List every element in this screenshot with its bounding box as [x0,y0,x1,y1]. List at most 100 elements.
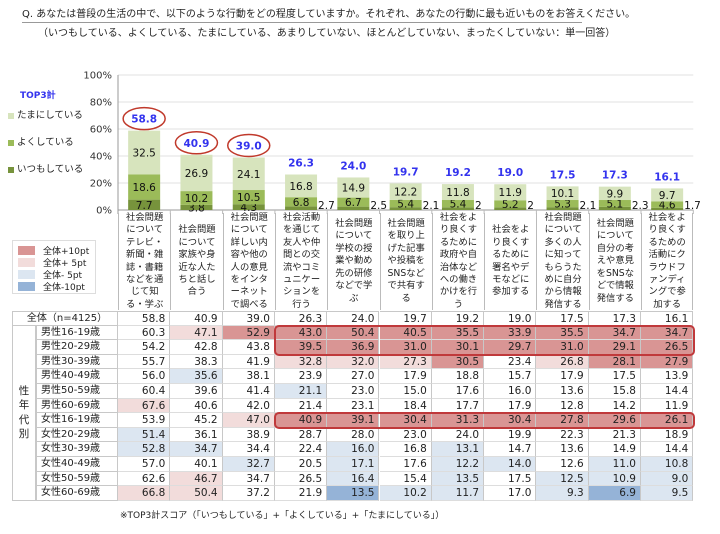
bar-segment-label: 5.2 [502,199,519,211]
category-label: 社会問題について多くの人に知ってもらうために自分から情報発信する [536,212,588,310]
value-cell: 23.9 [274,369,328,384]
bar-segment-label: 6.8 [293,197,310,209]
value-cell: 27.8 [536,413,589,428]
bar-segment-label: 3.8 [188,202,205,214]
bar-segment-label: 26.9 [185,168,208,180]
value-cell: 28.7 [274,427,328,443]
value-cell: 16.0 [484,384,537,399]
total-label: 17.3 [602,170,628,182]
bar-segment [128,174,161,200]
bar-segment-label: 4.6 [659,200,676,212]
value-cell: 13.6 [536,442,589,457]
bar-segment [546,200,579,208]
category-label: 社会問題について学校の授業や勤め先の研修などで学ぶ [327,213,379,310]
value-cell: 34.7 [641,325,694,341]
value-cell: 13.1 [431,442,485,457]
color-legend-item: 全体- 5pt [18,268,95,281]
value-cell: 17.6 [431,384,485,399]
bar-segment-label: 11.8 [446,187,469,199]
value-cell: 17.9 [484,398,537,414]
value-cell: 15.4 [379,471,432,487]
color-legend-label: 全体+ 5pt [43,258,87,269]
bar-segment-label: 2.5 [370,200,387,212]
overall-value-cell: 19.2 [431,311,485,326]
bar-segment-label: 11.9 [499,187,522,199]
value-cell: 24.0 [431,427,485,443]
bar-segment-label: 12.2 [394,187,417,199]
value-cell: 60.4 [118,384,171,399]
bar-segment [180,204,213,210]
value-cell: 37.2 [222,486,275,501]
value-cell: 30.5 [431,354,485,370]
overall-value-cell: 19.7 [379,311,432,326]
value-cell: 23.1 [327,398,380,414]
bar-segment [128,130,161,175]
value-cell: 39.1 [327,413,380,428]
value-cell: 40.1 [170,457,223,472]
value-cell: 20.5 [274,457,328,472]
value-cell: 56.0 [118,369,171,384]
value-cell: 38.3 [170,354,223,370]
value-cell: 15.0 [379,384,432,399]
color-swatch [18,257,35,267]
value-cell: 29.6 [588,413,641,428]
value-cell: 14.0 [484,457,537,472]
value-cell: 17.9 [379,369,432,384]
value-cell: 11.7 [431,486,485,501]
overall-value-cell: 17.5 [536,311,589,326]
value-cell: 26.5 [641,340,694,355]
value-cell: 12.2 [431,457,485,472]
value-cell: 13.5 [431,471,485,487]
value-cell: 14.4 [641,442,694,457]
row-label: 男性40-49歳 [36,369,118,384]
legend-swatch [8,167,14,173]
color-swatch [18,269,35,279]
row-label: 男性60-69歳 [36,398,118,414]
bar-segment [232,190,265,205]
color-legend-label: 全体- 5pt [43,270,83,281]
value-cell: 17.7 [431,398,485,414]
value-cell: 26.1 [641,413,694,428]
category-label: 社会問題について家族や身近な人たちと話し合う [170,213,222,310]
y-tick-label: 100% [83,71,112,82]
total-label: 19.2 [445,167,471,179]
value-cell: 12.8 [536,398,589,414]
value-cell: 47.0 [222,413,275,428]
color-legend-label: 全体+10pt [43,246,90,257]
value-cell: 15.7 [484,369,537,384]
bar-segment-label: 18.6 [132,182,156,194]
value-cell: 41.4 [222,384,275,399]
top3-legend-label: TOP3計 [20,91,56,101]
value-cell: 62.6 [118,471,171,487]
value-cell: 17.9 [536,369,589,384]
value-cell: 29.1 [588,340,641,355]
bar-segment [441,207,474,210]
bar-segment-label: 1.7 [684,200,701,212]
value-cell: 67.6 [118,398,171,414]
value-cell: 43.8 [222,340,275,355]
value-cell: 11.0 [588,457,641,472]
group-label-char: 別 [18,428,30,441]
value-cell: 42.8 [170,340,223,355]
value-cell: 43.0 [274,325,328,341]
bar-segment [598,206,631,210]
value-cell: 66.8 [118,486,171,501]
bar-segment [494,184,527,201]
value-cell: 11.9 [641,398,694,414]
value-cell: 36.1 [170,427,223,443]
overall-value-cell: 40.9 [170,311,223,326]
total-label: 19.0 [497,167,523,179]
value-cell: 23.0 [327,384,380,399]
value-cell: 13.9 [641,369,694,384]
bar-segment-label: 9.9 [606,188,623,200]
bar-segment [180,191,213,205]
legend-swatch [8,113,14,119]
legend-label: たまにしている [17,110,83,121]
value-cell: 22.4 [274,442,328,457]
bar-segment [441,200,474,208]
bar-segment-label: 4.3 [240,202,257,214]
value-cell: 32.8 [274,354,328,370]
overall-value-cell: 19.0 [484,311,537,326]
overall-value-cell: 24.0 [327,311,380,326]
